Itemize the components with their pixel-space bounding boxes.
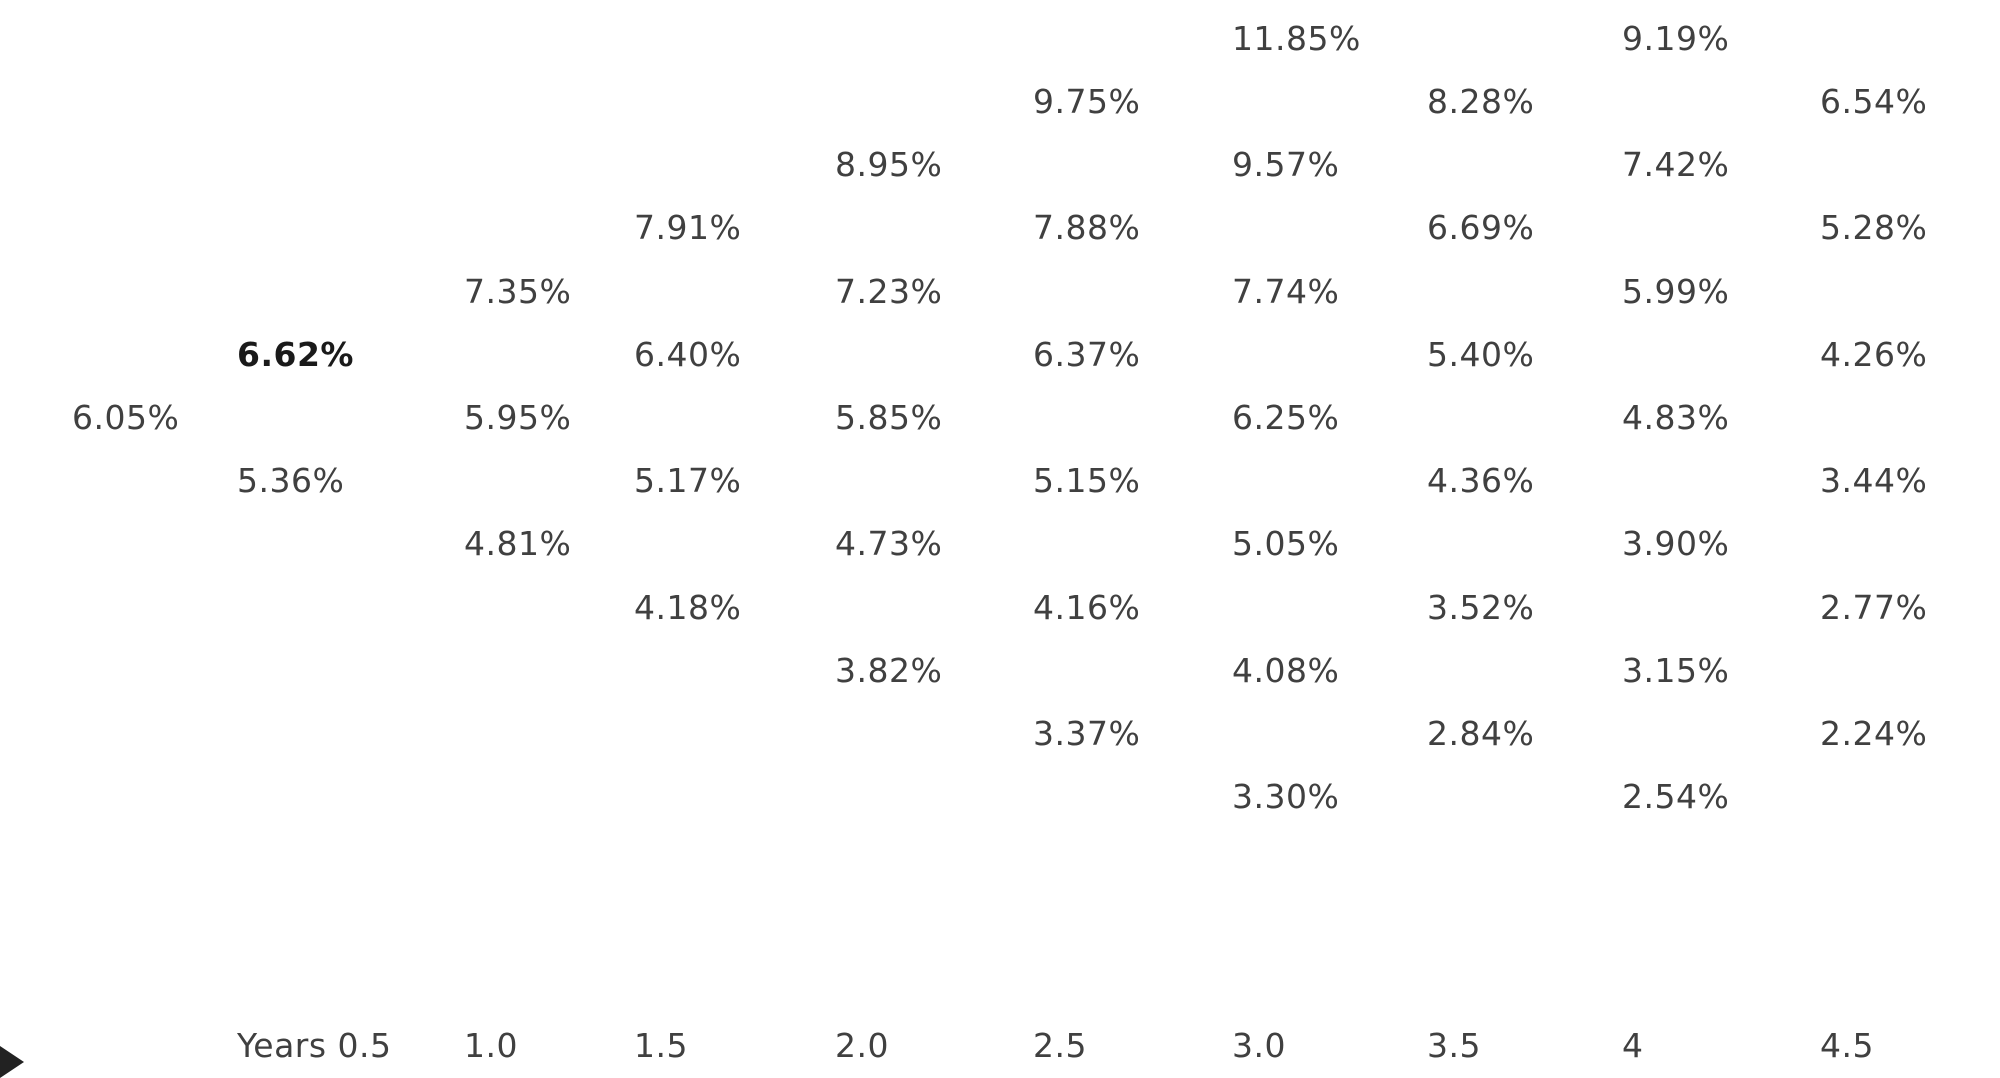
rate-node-c0-r0: 6.05% bbox=[72, 398, 180, 437]
rate-node-c9-r4: 4.26% bbox=[1820, 334, 1928, 374]
years-axis-label: Years 0.5 bbox=[237, 1026, 392, 1065]
rate-node-c8-r3: 5.99% bbox=[1622, 271, 1730, 311]
rate-node-c7-r2: 6.69% bbox=[1427, 208, 1535, 248]
rate-node-c7-r6: 2.84% bbox=[1427, 714, 1535, 753]
rate-node-c9-r3: 5.28% bbox=[1820, 208, 1928, 248]
rate-node-c5-r4: 4.16% bbox=[1033, 587, 1141, 627]
rate-node-c6-r2: 7.74% bbox=[1232, 271, 1340, 311]
rate-node-c6-r3: 6.25% bbox=[1232, 398, 1340, 437]
rate-node-c7-r5: 3.52% bbox=[1427, 587, 1535, 627]
rate-node-c5-r1: 7.88% bbox=[1033, 208, 1141, 248]
rate-node-c2-r1: 5.95% bbox=[464, 398, 572, 437]
rate-node-c3-r3: 4.18% bbox=[634, 587, 742, 627]
rate-node-c2-r2: 4.81% bbox=[464, 524, 572, 564]
years-axis-tick: 4 bbox=[1622, 1026, 1644, 1065]
years-axis-tick: 3.5 bbox=[1427, 1026, 1481, 1065]
rate-node-c3-r0: 7.91% bbox=[634, 208, 742, 248]
rate-node-c6-r1: 9.57% bbox=[1232, 145, 1340, 185]
rate-node-c8-r7: 2.54% bbox=[1622, 777, 1730, 817]
rate-node-c7-r3: 5.40% bbox=[1427, 334, 1535, 374]
rate-node-c6-r6: 3.30% bbox=[1232, 777, 1340, 817]
rate-node-c5-r2: 6.37% bbox=[1033, 334, 1141, 374]
rate-node-c4-r3: 4.73% bbox=[835, 524, 943, 564]
rate-node-c5-r3: 5.15% bbox=[1033, 461, 1141, 501]
rate-node-c6-r0: 11.85% bbox=[1232, 18, 1361, 58]
rate-node-c8-r4: 4.83% bbox=[1622, 398, 1730, 437]
rate-node-c3-r1: 6.40% bbox=[634, 334, 742, 374]
rate-node-c8-r5: 3.90% bbox=[1622, 524, 1730, 564]
rate-node-c9-r2: 6.54% bbox=[1820, 82, 1928, 121]
rate-node-c4-r1: 7.23% bbox=[835, 271, 943, 311]
rate-node-c9-r5: 3.44% bbox=[1820, 461, 1928, 501]
rate-node-c6-r5: 4.08% bbox=[1232, 650, 1340, 690]
years-axis-tick: 2.0 bbox=[835, 1026, 889, 1065]
rate-node-c4-r0: 8.95% bbox=[835, 145, 943, 185]
rate-node-c4-r2: 5.85% bbox=[835, 398, 943, 437]
rate-node-c1-r0: 6.62% bbox=[237, 334, 354, 374]
years-axis-tick: 1.0 bbox=[464, 1026, 518, 1065]
rate-node-c2-r0: 7.35% bbox=[464, 271, 572, 311]
rate-node-c5-r0: 9.75% bbox=[1033, 82, 1141, 121]
years-axis-tick: 3.0 bbox=[1232, 1026, 1286, 1065]
rate-node-c4-r4: 3.82% bbox=[835, 650, 943, 690]
rate-node-c9-r7: 2.24% bbox=[1820, 714, 1928, 753]
rate-node-c3-r2: 5.17% bbox=[634, 461, 742, 501]
rate-node-c8-r1: 9.19% bbox=[1622, 18, 1730, 58]
rate-node-c1-r1: 5.36% bbox=[237, 461, 345, 501]
pointer-arrow-icon bbox=[0, 1046, 24, 1078]
rate-node-c7-r4: 4.36% bbox=[1427, 461, 1535, 501]
rate-node-c8-r2: 7.42% bbox=[1622, 145, 1730, 185]
rate-node-c7-r1: 8.28% bbox=[1427, 82, 1535, 121]
years-axis-tick: 4.5 bbox=[1820, 1026, 1874, 1065]
years-axis-tick: 1.5 bbox=[634, 1026, 688, 1065]
rate-node-c8-r6: 3.15% bbox=[1622, 650, 1730, 690]
rate-node-c6-r4: 5.05% bbox=[1232, 524, 1340, 564]
rate-node-c5-r5: 3.37% bbox=[1033, 714, 1141, 753]
rate-node-c9-r6: 2.77% bbox=[1820, 587, 1928, 627]
years-axis-tick: 2.5 bbox=[1033, 1026, 1087, 1065]
